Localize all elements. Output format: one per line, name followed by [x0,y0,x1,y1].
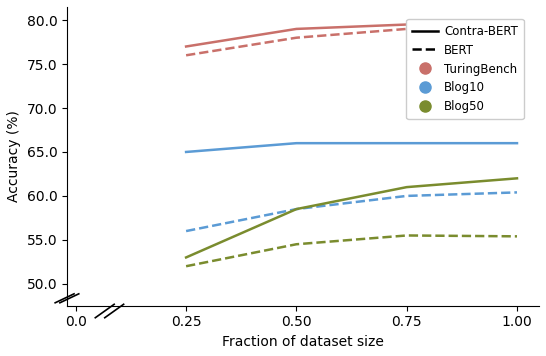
X-axis label: Fraction of dataset size: Fraction of dataset size [222,335,384,349]
Legend: Contra-BERT, BERT, TuringBench, Blog10, Blog50: Contra-BERT, BERT, TuringBench, Blog10, … [406,19,524,119]
Y-axis label: Accuracy (%): Accuracy (%) [7,110,21,202]
